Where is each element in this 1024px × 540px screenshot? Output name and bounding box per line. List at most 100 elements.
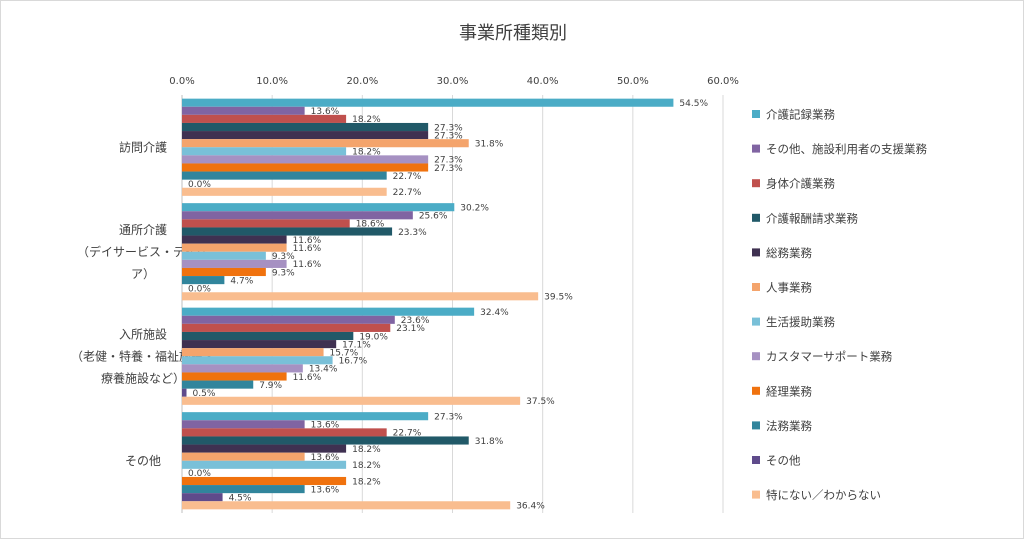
x-tick-label: 0.0% xyxy=(169,76,194,87)
bar xyxy=(182,428,387,437)
legend-label: その他、施設利用者の支援業務 xyxy=(766,142,927,156)
bar xyxy=(182,501,511,510)
bar xyxy=(182,356,333,365)
legend-swatch xyxy=(752,386,760,395)
legend-label: 特にない／わからない xyxy=(766,488,881,502)
data-label: 22.7% xyxy=(393,172,422,182)
legend-swatch xyxy=(752,283,760,291)
data-label: 13.6% xyxy=(311,107,340,117)
data-label: 9.3% xyxy=(272,252,295,262)
bar xyxy=(182,412,429,421)
bar xyxy=(182,122,429,132)
data-label: 27.3% xyxy=(434,413,463,423)
bar xyxy=(182,364,303,373)
data-label: 0.5% xyxy=(193,389,216,399)
data-label: 31.8% xyxy=(475,437,504,447)
bar xyxy=(182,348,324,357)
x-tick-label: 10.0% xyxy=(256,76,288,87)
data-label: 23.3% xyxy=(398,228,427,238)
legend-label: 生活援助業務 xyxy=(766,315,835,329)
bar xyxy=(182,259,287,268)
bar xyxy=(182,243,287,252)
legend-swatch xyxy=(752,490,760,499)
data-label: 9.3% xyxy=(272,268,295,278)
bar xyxy=(182,436,469,445)
bar xyxy=(182,227,393,236)
legend-swatch xyxy=(752,421,760,430)
data-label: 23.1% xyxy=(396,324,425,334)
data-label: 39.5% xyxy=(544,293,573,303)
data-label: 54.5% xyxy=(679,99,708,109)
category-label: （老健・特養・福祉施設・ xyxy=(71,348,215,363)
bar xyxy=(182,372,287,381)
legend-label: 介護報酬請求業務 xyxy=(766,211,858,225)
bar xyxy=(182,307,475,316)
bar xyxy=(182,114,347,123)
data-label: 11.6% xyxy=(293,236,322,246)
data-label: 11.6% xyxy=(293,260,322,270)
data-label: 17.1% xyxy=(342,340,371,350)
bar xyxy=(182,323,391,332)
bar xyxy=(182,331,354,341)
category-label: （デイサービス・デイケ xyxy=(77,244,209,259)
data-label: 13.4% xyxy=(309,365,338,375)
data-label: 36.4% xyxy=(516,502,545,512)
data-label: 18.2% xyxy=(352,115,381,125)
bar xyxy=(182,276,225,285)
legend-swatch xyxy=(752,110,760,118)
bar xyxy=(182,380,254,389)
category-label: その他 xyxy=(125,454,161,468)
bar xyxy=(182,388,187,397)
data-label: 22.7% xyxy=(393,188,422,198)
category-label: 入所施設 xyxy=(119,326,167,341)
legend-label: 法務業務 xyxy=(766,419,812,433)
data-label: 0.0% xyxy=(188,285,211,295)
data-label: 22.7% xyxy=(393,429,422,439)
bar xyxy=(182,147,347,156)
data-label: 7.9% xyxy=(259,381,282,391)
bar xyxy=(182,139,469,148)
bar xyxy=(182,171,387,180)
legend-label: 総務業務 xyxy=(766,246,812,260)
bar xyxy=(182,131,429,140)
bar xyxy=(182,444,347,453)
bar xyxy=(182,396,521,405)
bar xyxy=(182,106,305,115)
bar xyxy=(182,315,395,324)
data-label: 37.5% xyxy=(526,397,555,407)
legend-swatch xyxy=(752,213,760,222)
bar xyxy=(182,251,266,260)
data-label: 23.6% xyxy=(401,316,430,326)
bar xyxy=(182,235,287,244)
bar xyxy=(182,219,350,228)
category-label: 訪問介護 xyxy=(119,139,167,154)
bar xyxy=(182,203,455,212)
x-tick-label: 60.0% xyxy=(707,76,739,87)
bar xyxy=(182,187,387,196)
x-tick-label: 30.0% xyxy=(437,76,469,87)
data-label: 0.0% xyxy=(188,469,211,479)
legend-label: その他 xyxy=(766,454,801,468)
data-label: 13.6% xyxy=(311,453,340,463)
data-label: 18.2% xyxy=(352,461,381,471)
legend-label: 人事業務 xyxy=(766,281,812,295)
data-label: 18.2% xyxy=(352,477,381,487)
data-label: 25.6% xyxy=(419,212,448,222)
data-label: 13.6% xyxy=(311,421,340,431)
bar xyxy=(182,292,539,301)
bar xyxy=(182,452,305,461)
x-tick-label: 50.0% xyxy=(617,76,649,87)
legend-label: 経理業務 xyxy=(766,384,812,398)
bar xyxy=(182,420,305,429)
data-label: 32.4% xyxy=(480,308,509,318)
data-label: 18.2% xyxy=(352,445,381,455)
legend-swatch xyxy=(752,456,760,464)
legend-swatch xyxy=(752,248,760,257)
bar xyxy=(182,211,413,220)
data-label: 11.6% xyxy=(293,373,322,383)
bar xyxy=(182,267,266,277)
data-label: 27.3% xyxy=(434,123,463,133)
bar xyxy=(182,476,347,486)
